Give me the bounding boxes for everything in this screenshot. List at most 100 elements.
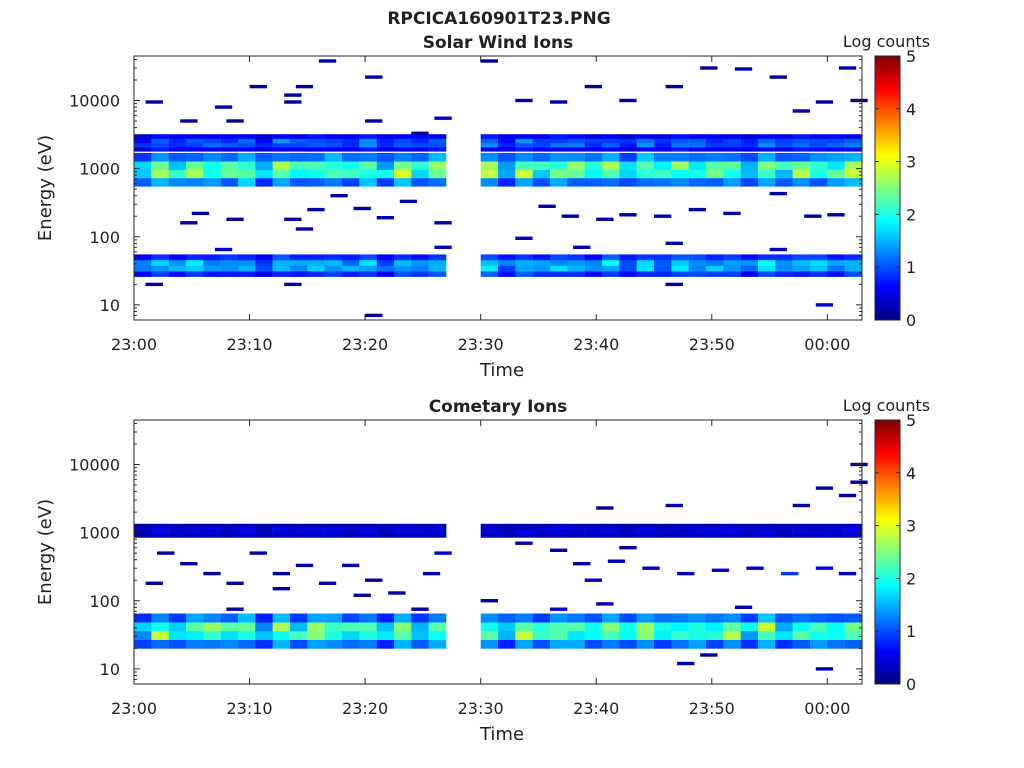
heatmap-cell [792,169,811,179]
colorbar-segment [875,507,900,511]
heatmap-cell [584,254,603,261]
heatmap-cell [480,271,499,277]
heatmap-cell [203,630,221,640]
heatmap-cell [532,265,551,272]
heatmap-cell [151,161,169,170]
heatmap-cell [550,134,568,139]
heatmap-cell [775,265,793,272]
heatmap-cell [359,260,377,266]
heatmap-cell [706,622,724,632]
heatmap-cell [284,217,302,221]
heatmap-cell [740,142,759,148]
heatmap-cell [255,254,273,261]
colorbar-segment [875,618,900,622]
colorbar-segment [875,512,900,516]
heatmap-cell [376,271,395,277]
heatmap-cell [792,142,811,148]
heatmap-cell [688,254,707,261]
heatmap-cells [134,462,868,671]
heatmap-cell [214,105,233,109]
heatmap-cell [220,530,239,535]
heatmap-cell [584,84,602,89]
colorbar-segment [875,565,900,569]
heatmap-cell [498,152,516,162]
heatmap-cell [723,639,741,649]
colorbar-label: Log counts [843,32,930,51]
heatmap-cell [342,134,360,139]
heatmap-cell [636,254,655,261]
heatmap-cell [636,527,655,531]
heatmap-cell [758,152,776,162]
heatmap-cell [532,169,551,179]
heatmap-cell [677,571,695,576]
heatmap-cell [688,142,707,148]
heatmap-cell [394,530,412,535]
heatmap-cell [775,523,793,528]
heatmap-cell [203,534,221,538]
heatmap-cell [740,147,759,152]
heatmap-cell [428,523,447,528]
heatmap-cell [584,530,603,535]
heatmap-cell [290,260,308,266]
heatmap-cell [359,622,377,632]
colorbar-segment [875,657,900,661]
heatmap-cell [151,530,169,535]
colorbar-segment [875,438,900,442]
heatmap-cell [740,639,759,649]
heatmap-cell [151,147,169,152]
heatmap-cell [844,630,863,640]
heatmap-cell [815,100,834,104]
colorbar-segment [875,435,900,439]
heatmap-cell [550,271,568,277]
heatmap-cell [134,147,152,152]
colorbar-segment [875,536,900,540]
colorbar-segment [875,272,900,276]
plot-frame [133,419,863,685]
heatmap-cell [844,138,863,144]
colorbar-segment [875,66,900,70]
heatmap-cell [758,527,776,531]
heatmap-cell [134,169,152,179]
colorbar-segment [875,425,900,429]
colorbar-segment [875,264,900,268]
heatmap-cell [498,523,516,528]
y-tick-label: 100 [89,228,120,247]
heatmap-cell [186,534,204,538]
heatmap-cell [255,147,273,152]
heatmap-cell [324,134,343,139]
heatmap-cell [636,147,655,152]
heatmap-cell [203,169,221,179]
colorbar-segment [875,604,900,608]
heatmap-cell [515,530,533,535]
heatmap-cell [671,527,689,531]
heatmap-cell [515,134,533,139]
heatmap-cell [775,169,793,179]
heatmap-cell [515,639,533,649]
heatmap-cell [238,527,256,531]
heatmap-cell [723,530,741,535]
heatmap-cell [844,178,863,187]
heatmap-cell [255,534,273,538]
heatmap-cell [186,152,204,162]
heatmap-cell [636,271,655,277]
heatmap-cell [844,147,863,152]
heatmap-cell [307,207,325,212]
colorbar-segment [875,177,900,181]
heatmap-cell [376,622,395,632]
colorbar-segment [875,628,900,632]
heatmap-cell [532,178,551,187]
colorbar-segment [875,79,900,83]
heatmap-cell [134,527,152,531]
heatmap-cell [480,147,499,152]
heatmap-cell [706,271,724,277]
heatmap-cell [168,534,187,538]
heatmap-cell [134,178,152,187]
heatmap-cell [290,134,308,139]
heatmap-cell [134,530,152,535]
heatmap-cell [145,282,163,287]
heatmap-cell [324,534,343,538]
heatmap-cell [324,639,343,649]
heatmap-cell [515,527,533,531]
heatmap-cell [775,639,793,649]
